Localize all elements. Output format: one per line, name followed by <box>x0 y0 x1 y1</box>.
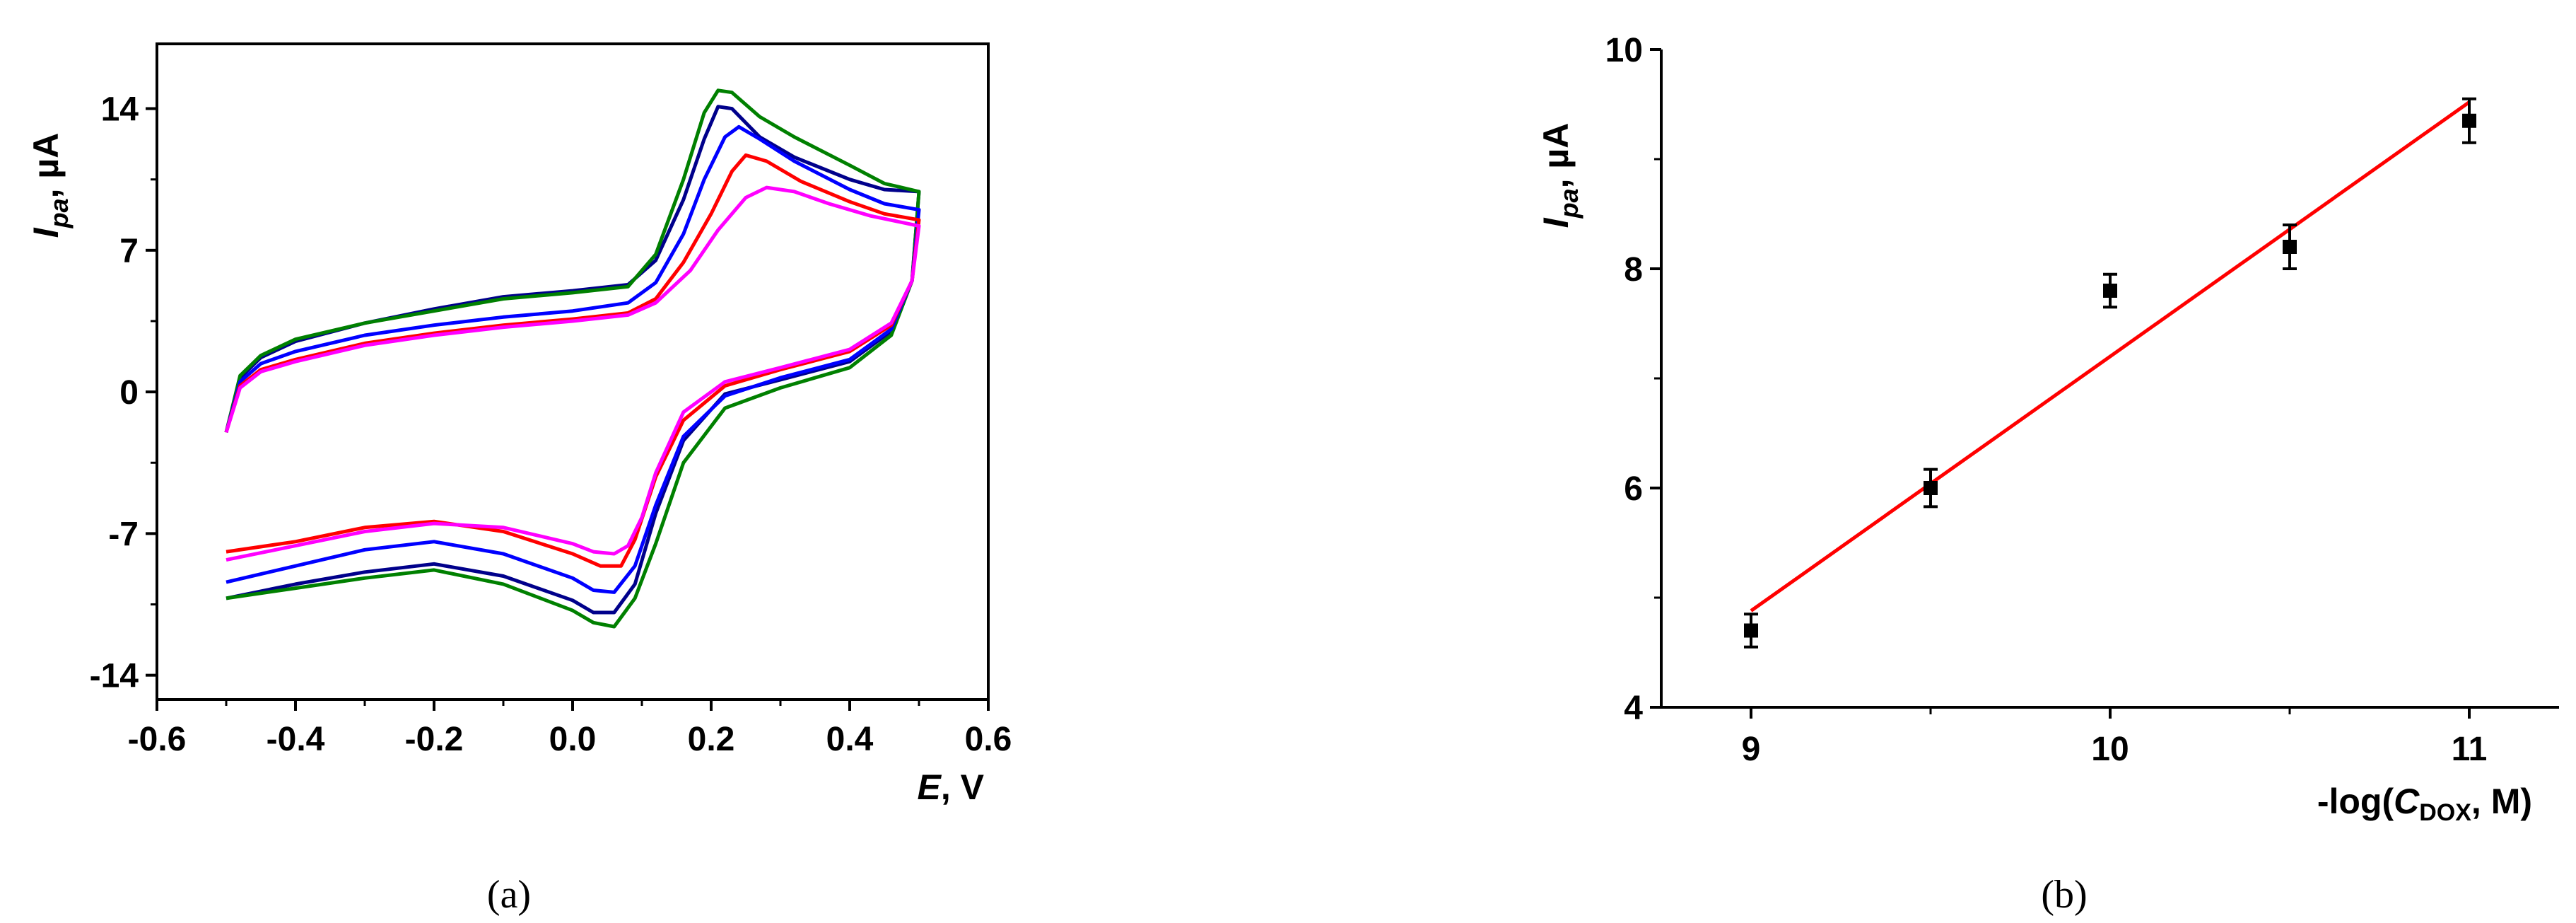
x-tick-label: -0.2 <box>405 721 464 758</box>
y-tick-label: 14 <box>101 91 139 129</box>
cv-curves <box>224 88 921 629</box>
x-tick-label: 10 <box>2091 731 2129 768</box>
y-tick-label: 0 <box>119 374 139 412</box>
square-marker <box>2283 240 2297 254</box>
square-marker <box>1924 481 1938 495</box>
cv-curve-red <box>224 153 921 568</box>
data-point <box>2103 272 2117 309</box>
y-tick-label: 7 <box>119 233 139 270</box>
x-tick-label: 9 <box>1742 731 1761 768</box>
fit-line <box>1750 100 2471 613</box>
y-axis-title: Ipa, µA <box>1536 123 1583 228</box>
y-tick-label: -14 <box>90 658 139 695</box>
square-marker <box>1744 623 1758 638</box>
y-tick-label: 10 <box>1605 32 1643 69</box>
y-tick-label: 6 <box>1624 470 1643 508</box>
data-point <box>2283 224 2297 270</box>
x-tick-label: 0.0 <box>549 721 597 758</box>
x-axis-ticks: 9 10 11 <box>1742 707 2488 768</box>
y-axis-title: Ipa, µA <box>26 133 74 238</box>
x-tick-label: 0.4 <box>826 721 874 758</box>
data-point <box>2462 97 2476 144</box>
y-tick-label: 4 <box>1624 690 1643 727</box>
data-point <box>1744 613 1758 649</box>
x-tick-label: -0.4 <box>267 721 325 758</box>
y-tick-label: -7 <box>108 516 139 553</box>
x-axis-ticks: -0.6 -0.4 -0.2 0.0 0.2 0.4 0.6 <box>128 699 1012 758</box>
square-marker <box>2103 284 2117 298</box>
x-tick-label: 0.2 <box>688 721 735 758</box>
x-axis-title: -log(CDOX, M) <box>2317 782 2532 826</box>
cv-curve-magenta <box>224 185 921 562</box>
x-axis-title: E, V <box>918 767 985 807</box>
linear-fit <box>1750 100 2471 613</box>
x-tick-label: 0.6 <box>965 721 1012 758</box>
x-tick-label: 11 <box>2452 731 2488 768</box>
cv-curve-blue <box>224 124 921 594</box>
cv-curve-green <box>224 88 921 629</box>
panel-a: -0.6 -0.4 -0.2 0.0 0.2 0.4 0.6 14 7 0 -7 -14 Ipa, … <box>26 42 1012 917</box>
square-marker <box>2462 113 2476 128</box>
panel-b-caption: (b) <box>2041 873 2087 917</box>
panel-b: 9 10 11 4 6 8 10 Ipa, µA -log(CDOX, M) (b) <box>1536 32 2559 917</box>
x-tick-label: -0.6 <box>128 721 187 758</box>
y-axis-ticks: 4 6 8 10 <box>1605 32 1661 727</box>
panel-a-caption: (a) <box>487 873 531 917</box>
y-tick-label: 8 <box>1624 251 1643 289</box>
cv-curve-black <box>224 105 921 615</box>
data-points <box>1744 97 2476 649</box>
data-point <box>1924 468 1938 509</box>
y-axis-ticks: 14 7 0 -7 -14 <box>90 91 157 695</box>
